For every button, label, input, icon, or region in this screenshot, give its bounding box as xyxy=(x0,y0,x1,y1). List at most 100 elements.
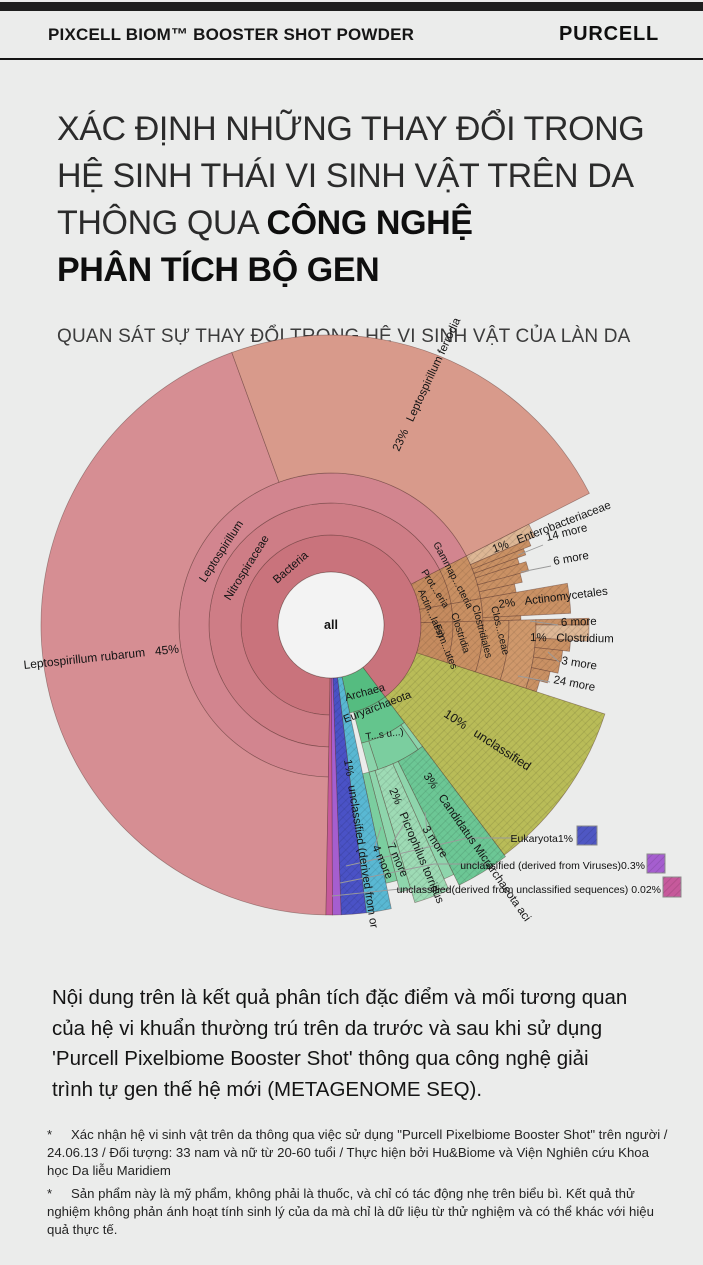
chart-leader-line xyxy=(520,565,552,573)
chart-label: 14 more xyxy=(545,522,589,544)
chart-wedge xyxy=(482,615,522,622)
chart-wedge xyxy=(528,667,551,684)
legend-label: unclassified (derived from Viruses)0.3% xyxy=(460,860,645,872)
chart-label: Gammap...cteria xyxy=(430,540,475,611)
chart-label: 6 more xyxy=(561,616,597,629)
chart-leader-line xyxy=(331,888,451,897)
chart-wedge xyxy=(397,745,507,886)
footnote-marker: * xyxy=(47,1186,53,1201)
chart-wedge xyxy=(400,721,423,750)
chart-label: Clos...ceae xyxy=(488,605,511,657)
chart-wedge xyxy=(208,502,441,748)
chart-label: Euryarchaeota xyxy=(342,689,414,726)
chart-leader-line xyxy=(547,651,560,663)
footnote-marker: * xyxy=(47,1127,53,1142)
chart-wedge xyxy=(353,696,405,744)
chart-label: 2% Picrophilus torridus xyxy=(386,786,446,905)
legend-label: unclassified(derived from unclassified s… xyxy=(397,884,661,896)
chart-wedge xyxy=(450,598,484,623)
chart-center-hole xyxy=(277,571,385,679)
title-line-1: XÁC ĐỊNH NHỮNG THAY ĐỔI TRONG xyxy=(57,110,645,148)
chart-wedge xyxy=(392,760,455,880)
chart-wedge xyxy=(361,740,379,773)
chart-wedge xyxy=(325,677,333,916)
chart-label: Clostridia xyxy=(448,612,471,655)
chart-label: T...s u...) xyxy=(365,727,405,743)
chart-wedge xyxy=(384,652,606,856)
chart-wedge xyxy=(410,569,452,610)
chart-label: Bacteria xyxy=(271,549,311,586)
page-title: XÁC ĐỊNH NHỮNG THAY ĐỔI TRONG HỆ SINH TH… xyxy=(57,106,645,294)
chart-label: 7 more xyxy=(384,841,410,879)
chart-label: 1% unclassified (derived from or xyxy=(341,759,380,930)
chart-wedge xyxy=(480,582,572,618)
chart-wedge xyxy=(499,619,537,689)
footnote-text: Xác nhận hệ vi sinh vật trên da thông qu… xyxy=(47,1127,668,1178)
chart-wedge xyxy=(231,334,590,557)
chart-wedge xyxy=(419,603,454,624)
chart-wedge xyxy=(40,352,329,916)
chart-label: 24 more xyxy=(552,674,596,694)
chart-wedge xyxy=(178,472,467,778)
chart-leader-line xyxy=(517,675,551,683)
chart-wedge xyxy=(531,656,561,674)
chart-leader-line xyxy=(339,863,489,884)
chart-label: Nitrospiraceae xyxy=(222,533,271,602)
chart-wedge xyxy=(240,534,422,716)
chart-wedge xyxy=(478,583,517,600)
chart-wedge xyxy=(332,677,367,916)
chart-wedge xyxy=(475,561,530,586)
chart-legend: Eukaryota1% unclassified (derived from Vi… xyxy=(397,825,682,898)
chart-wedge xyxy=(362,771,398,884)
chart-wedge xyxy=(439,555,482,605)
chart-leader-line xyxy=(345,837,517,867)
chart-leader-lines xyxy=(331,544,560,897)
brand-logo: PURCELL xyxy=(558,23,659,45)
legend-swatch xyxy=(662,876,682,898)
top-accent-bar xyxy=(0,2,703,11)
chart-wedge xyxy=(465,523,536,566)
chart-wedge xyxy=(341,666,386,714)
chart-wedge xyxy=(368,770,412,893)
header: PIXCELL BIOM™ BOOSTER SHOT POWDER PURCEL… xyxy=(0,11,703,60)
chart-wedge xyxy=(534,637,571,652)
chart-label: 1% Enterobacteriaceae xyxy=(491,499,613,555)
title-line-3-regular: THÔNG QUA xyxy=(57,204,258,242)
chart-label: 1% Clostridium xyxy=(530,632,614,645)
chart-wedge xyxy=(471,548,527,574)
chart-leader-line xyxy=(424,811,428,832)
footnotes: * Xác nhận hệ vi sinh vật trên da thông q… xyxy=(47,1126,669,1244)
title-line-3: THÔNG QUA CÔNG NGHỆ xyxy=(57,200,644,247)
chart-label: Actin...lass) xyxy=(415,588,446,640)
chart-label: Firm...utes xyxy=(431,623,459,671)
chart-wedge xyxy=(374,763,450,904)
chart-wedge xyxy=(446,620,484,673)
chart-label: 4 more xyxy=(369,843,395,881)
chart-leader-line xyxy=(391,823,405,845)
chart-label: 3% Candidatus Micrarchaeota aci xyxy=(421,771,533,924)
chart-label: 6 more xyxy=(552,550,589,568)
chart-wedge xyxy=(477,572,523,593)
legend-swatch xyxy=(646,853,666,874)
chart-leader-line xyxy=(374,826,382,847)
chart-leader-line xyxy=(529,620,559,626)
chart-label: Clostridiales xyxy=(469,604,494,659)
chart-wedge xyxy=(535,617,590,626)
chart-label: 3 more xyxy=(420,824,450,860)
title-line-3-bold: CÔNG NGHỆ xyxy=(266,204,473,242)
legend-swatch xyxy=(576,825,598,846)
chart-label: Prot...eria xyxy=(418,568,451,611)
chart-label: all xyxy=(324,618,338,632)
chart-label: Archaea xyxy=(344,681,388,703)
chart-leader-line xyxy=(517,544,544,556)
chart-wedge xyxy=(416,621,454,664)
chart-wedge xyxy=(525,677,541,693)
footnote-item: * Xác nhận hệ vi sinh vật trên da thông q… xyxy=(47,1126,669,1180)
title-line-4: PHÂN TÍCH BỘ GEN xyxy=(57,247,644,294)
chart-wedges xyxy=(40,334,606,916)
page-subtitle: QUAN SÁT SỰ THAY ĐỔI TRONG HỆ VI SINH VẬ… xyxy=(57,326,631,347)
chart-wedge xyxy=(337,676,392,914)
chart-wedge xyxy=(368,724,419,771)
